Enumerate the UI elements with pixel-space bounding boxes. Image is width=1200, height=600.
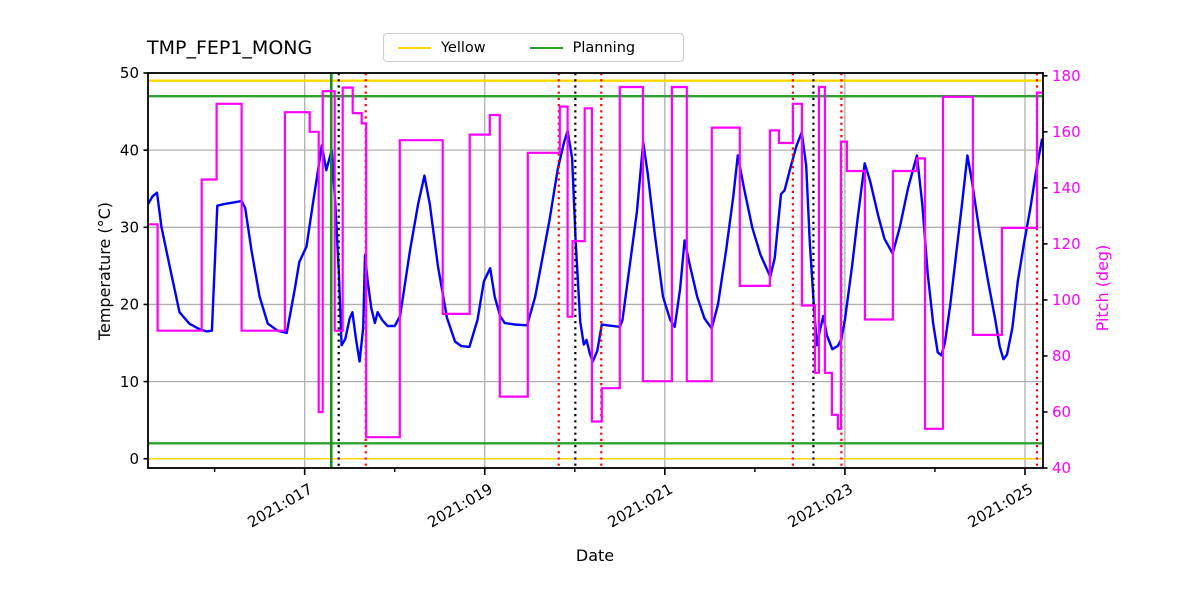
x-tick-label: 2021:017 xyxy=(244,480,315,532)
y-right-tick-label: 180 xyxy=(1052,67,1081,85)
legend-item-planning: Planning xyxy=(529,39,636,56)
y-right-tick-label: 100 xyxy=(1052,291,1081,309)
legend: Yellow Planning xyxy=(383,33,684,62)
legend-label: Planning xyxy=(572,39,636,56)
y-left-tick-label: 50 xyxy=(120,64,139,82)
plot-spines xyxy=(147,72,1044,469)
x-axis-label: Date xyxy=(575,546,615,565)
y-right-tick-label: 120 xyxy=(1052,235,1081,253)
x-tick-label: 2021:025 xyxy=(965,480,1036,532)
event-lines xyxy=(329,73,1039,468)
x-tick-label: 2021:023 xyxy=(785,480,856,532)
y-right-tick-label: 160 xyxy=(1052,123,1081,141)
y-left-tick-label: 30 xyxy=(120,218,139,236)
y-right-tick-label: 140 xyxy=(1052,179,1081,197)
y-left-tick-label: 10 xyxy=(120,373,139,391)
legend-line-swatch xyxy=(398,46,431,49)
y-right-tick-label: 40 xyxy=(1052,459,1071,477)
x-tick-label: 2021:021 xyxy=(605,480,676,532)
y-left-tick-label: 20 xyxy=(120,296,139,314)
y-left-tick-label: 40 xyxy=(120,141,139,159)
pitch-line xyxy=(148,85,1043,439)
y-right-tick-label: 60 xyxy=(1052,403,1071,421)
gridlines xyxy=(148,72,1043,468)
legend-line-swatch xyxy=(529,46,563,49)
x-tick-label: 2021:019 xyxy=(425,480,496,532)
y-axis-label-right: Pitch (deg) xyxy=(1093,244,1112,332)
y-left-tick-label: 0 xyxy=(129,450,139,468)
y-axis-label-left: Temperature (°C) xyxy=(95,201,114,341)
legend-label: Yellow xyxy=(441,39,486,56)
y-right-tick-label: 80 xyxy=(1052,347,1071,365)
limit-lines xyxy=(148,79,1043,460)
temperature-line xyxy=(148,129,1043,363)
legend-item-yellow: Yellow xyxy=(398,40,486,56)
chart-title: TMP_FEP1_MONG xyxy=(147,37,313,59)
